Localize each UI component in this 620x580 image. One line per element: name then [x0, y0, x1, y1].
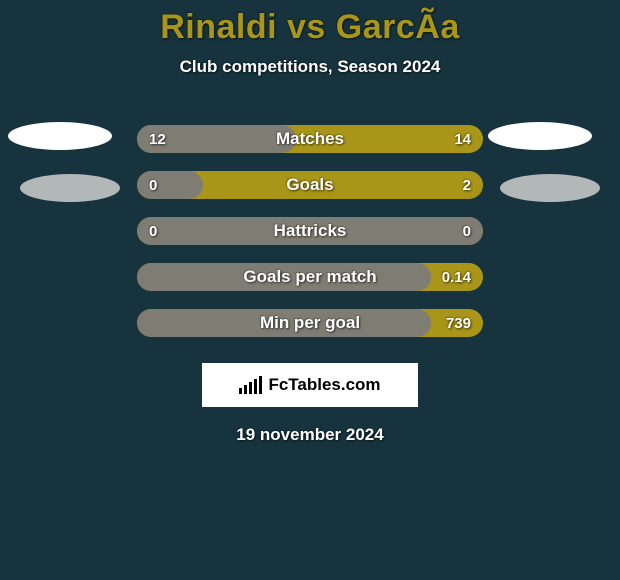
logo-text: FcTables.com: [268, 375, 380, 395]
stat-row: Hattricks00: [0, 217, 620, 245]
stat-row: Goals per match0.14: [0, 263, 620, 291]
stat-bar: Goals02: [137, 171, 483, 199]
subtitle: Club competitions, Season 2024: [0, 57, 620, 77]
stat-bar: Min per goal739: [137, 309, 483, 337]
bar-fill: [137, 263, 431, 291]
bar-fill: [137, 171, 203, 199]
bar-fill: [137, 309, 431, 337]
date-label: 19 november 2024: [0, 425, 620, 445]
bar-fill: [137, 217, 483, 245]
stat-bar: Hattricks00: [137, 217, 483, 245]
logo-bars-icon: [239, 376, 262, 394]
bar-fill: [137, 125, 296, 153]
stat-row: Matches1214: [0, 125, 620, 153]
stat-row: Goals02: [0, 171, 620, 199]
comparison-canvas: Rinaldi vs GarcÃ­a Club competitions, Se…: [0, 0, 620, 580]
stat-row: Min per goal739: [0, 309, 620, 337]
logo-box: FcTables.com: [202, 363, 418, 407]
page-title: Rinaldi vs GarcÃ­a: [0, 0, 620, 47]
stat-bar: Goals per match0.14: [137, 263, 483, 291]
stat-bar: Matches1214: [137, 125, 483, 153]
stat-rows: Matches1214 Goals02 Hattricks00 Goals per m…: [0, 125, 620, 337]
